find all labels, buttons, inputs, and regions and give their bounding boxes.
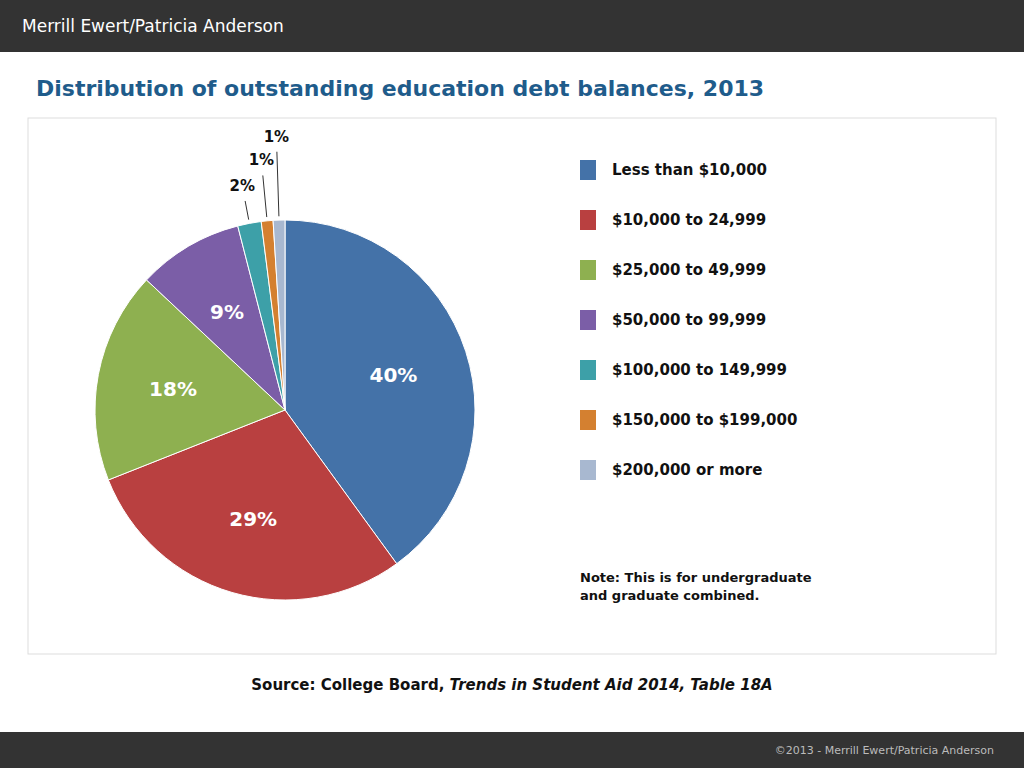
legend-swatch <box>580 310 596 330</box>
data-label: 29% <box>229 507 277 531</box>
leader-line <box>277 152 279 217</box>
data-labels: 40% 29% 18% 9% 2% 1% 1% <box>149 128 417 532</box>
legend-swatch <box>580 160 596 180</box>
header-bar <box>0 0 1024 52</box>
data-label: 1% <box>249 151 274 169</box>
footer-bar <box>0 732 1024 768</box>
note-line: Note: This is for undergraduate <box>580 570 812 585</box>
legend-entry: $10,000 to 24,999 <box>612 211 766 229</box>
data-label: 18% <box>149 377 197 401</box>
legend-swatch <box>580 360 596 380</box>
source-title: Trends in Student Aid 2014, Table 18A <box>450 676 773 694</box>
source-text: Source: College Board, <box>251 676 449 694</box>
legend-entry: $25,000 to 49,999 <box>612 261 766 279</box>
copyright: ©2013 - Merrill Ewert/Patricia Anderson <box>775 744 994 757</box>
note-line: and graduate combined. <box>580 588 760 603</box>
legend-entry: $150,000 to $199,000 <box>612 411 797 429</box>
source: Source: College Board, Trends in Student… <box>251 676 772 694</box>
legend-swatch <box>580 460 596 480</box>
title: Distribution of outstanding education de… <box>36 76 764 101</box>
legend: Less than $10,000 $10,000 to 24,999 $25,00… <box>580 160 797 480</box>
note: Note: This is for undergraduate and gradu… <box>580 570 812 603</box>
legend-entry: Less than $10,000 <box>612 161 767 179</box>
pie <box>95 220 475 600</box>
leader-line <box>263 175 267 217</box>
leader-line <box>245 201 249 220</box>
chart: Merrill Ewert/Patricia Anderson Distribut… <box>0 0 1024 768</box>
data-label: 1% <box>264 128 289 146</box>
data-label: 9% <box>210 300 244 324</box>
legend-entry: $100,000 to 149,999 <box>612 361 787 379</box>
legend-entry: $200,000 or more <box>612 461 762 479</box>
legend-swatch <box>580 260 596 280</box>
pie-slice <box>273 220 285 410</box>
legend-entry: $50,000 to 99,999 <box>612 311 766 329</box>
legend-swatch <box>580 210 596 230</box>
pie-slice <box>261 220 285 410</box>
legend-swatch <box>580 410 596 430</box>
chart-box <box>28 118 996 654</box>
data-label: 40% <box>369 363 417 387</box>
header-text: Merrill Ewert/Patricia Anderson <box>22 16 284 36</box>
data-label: 2% <box>230 177 255 195</box>
